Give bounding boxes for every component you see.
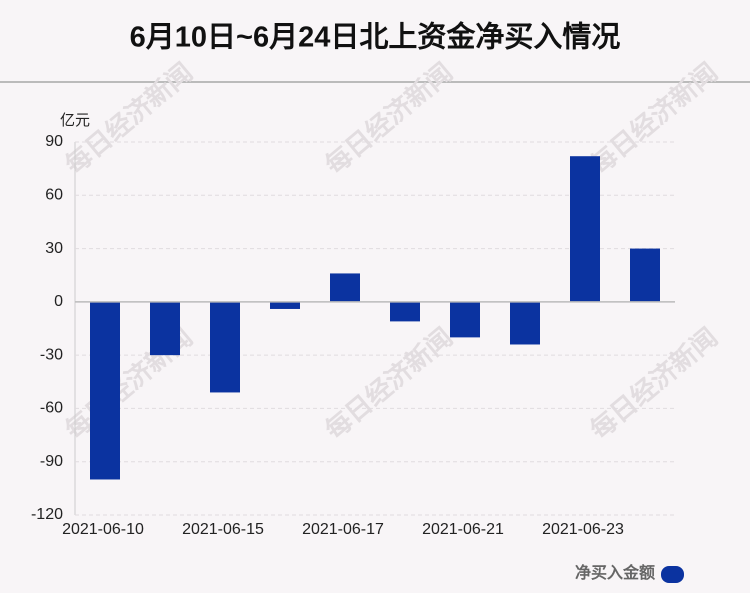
bar (630, 248, 660, 302)
y-tick-label: -30 (40, 346, 63, 363)
bar (150, 301, 180, 356)
bar (570, 156, 600, 302)
x-tick-label: 2021-06-10 (62, 521, 144, 538)
bar (390, 301, 420, 322)
x-tick-label: 2021-06-17 (302, 521, 384, 538)
bar (210, 301, 240, 393)
y-tick-label: 30 (45, 240, 63, 257)
x-tick-label: 2021-06-21 (422, 521, 504, 538)
y-tick-label: 90 (45, 133, 63, 150)
legend-swatch (661, 566, 684, 583)
chart-title: 6月10日~6月24日北上资金净买入情况 (130, 20, 621, 54)
y-tick-label: 0 (54, 293, 63, 310)
bar (270, 301, 300, 309)
y-tick-label: -120 (31, 506, 63, 523)
y-unit: 亿元 (60, 112, 90, 129)
bar (90, 301, 120, 480)
x-tick-label: 2021-06-15 (182, 521, 264, 538)
legend-label: 净买入金额 (575, 563, 655, 582)
y-tick-label: 60 (45, 187, 63, 204)
bar (330, 273, 360, 302)
bar (450, 301, 480, 338)
y-tick-label: -60 (40, 400, 63, 417)
y-tick-label: -90 (40, 453, 63, 470)
x-tick-label: 2021-06-23 (542, 521, 624, 538)
bar (510, 301, 540, 345)
